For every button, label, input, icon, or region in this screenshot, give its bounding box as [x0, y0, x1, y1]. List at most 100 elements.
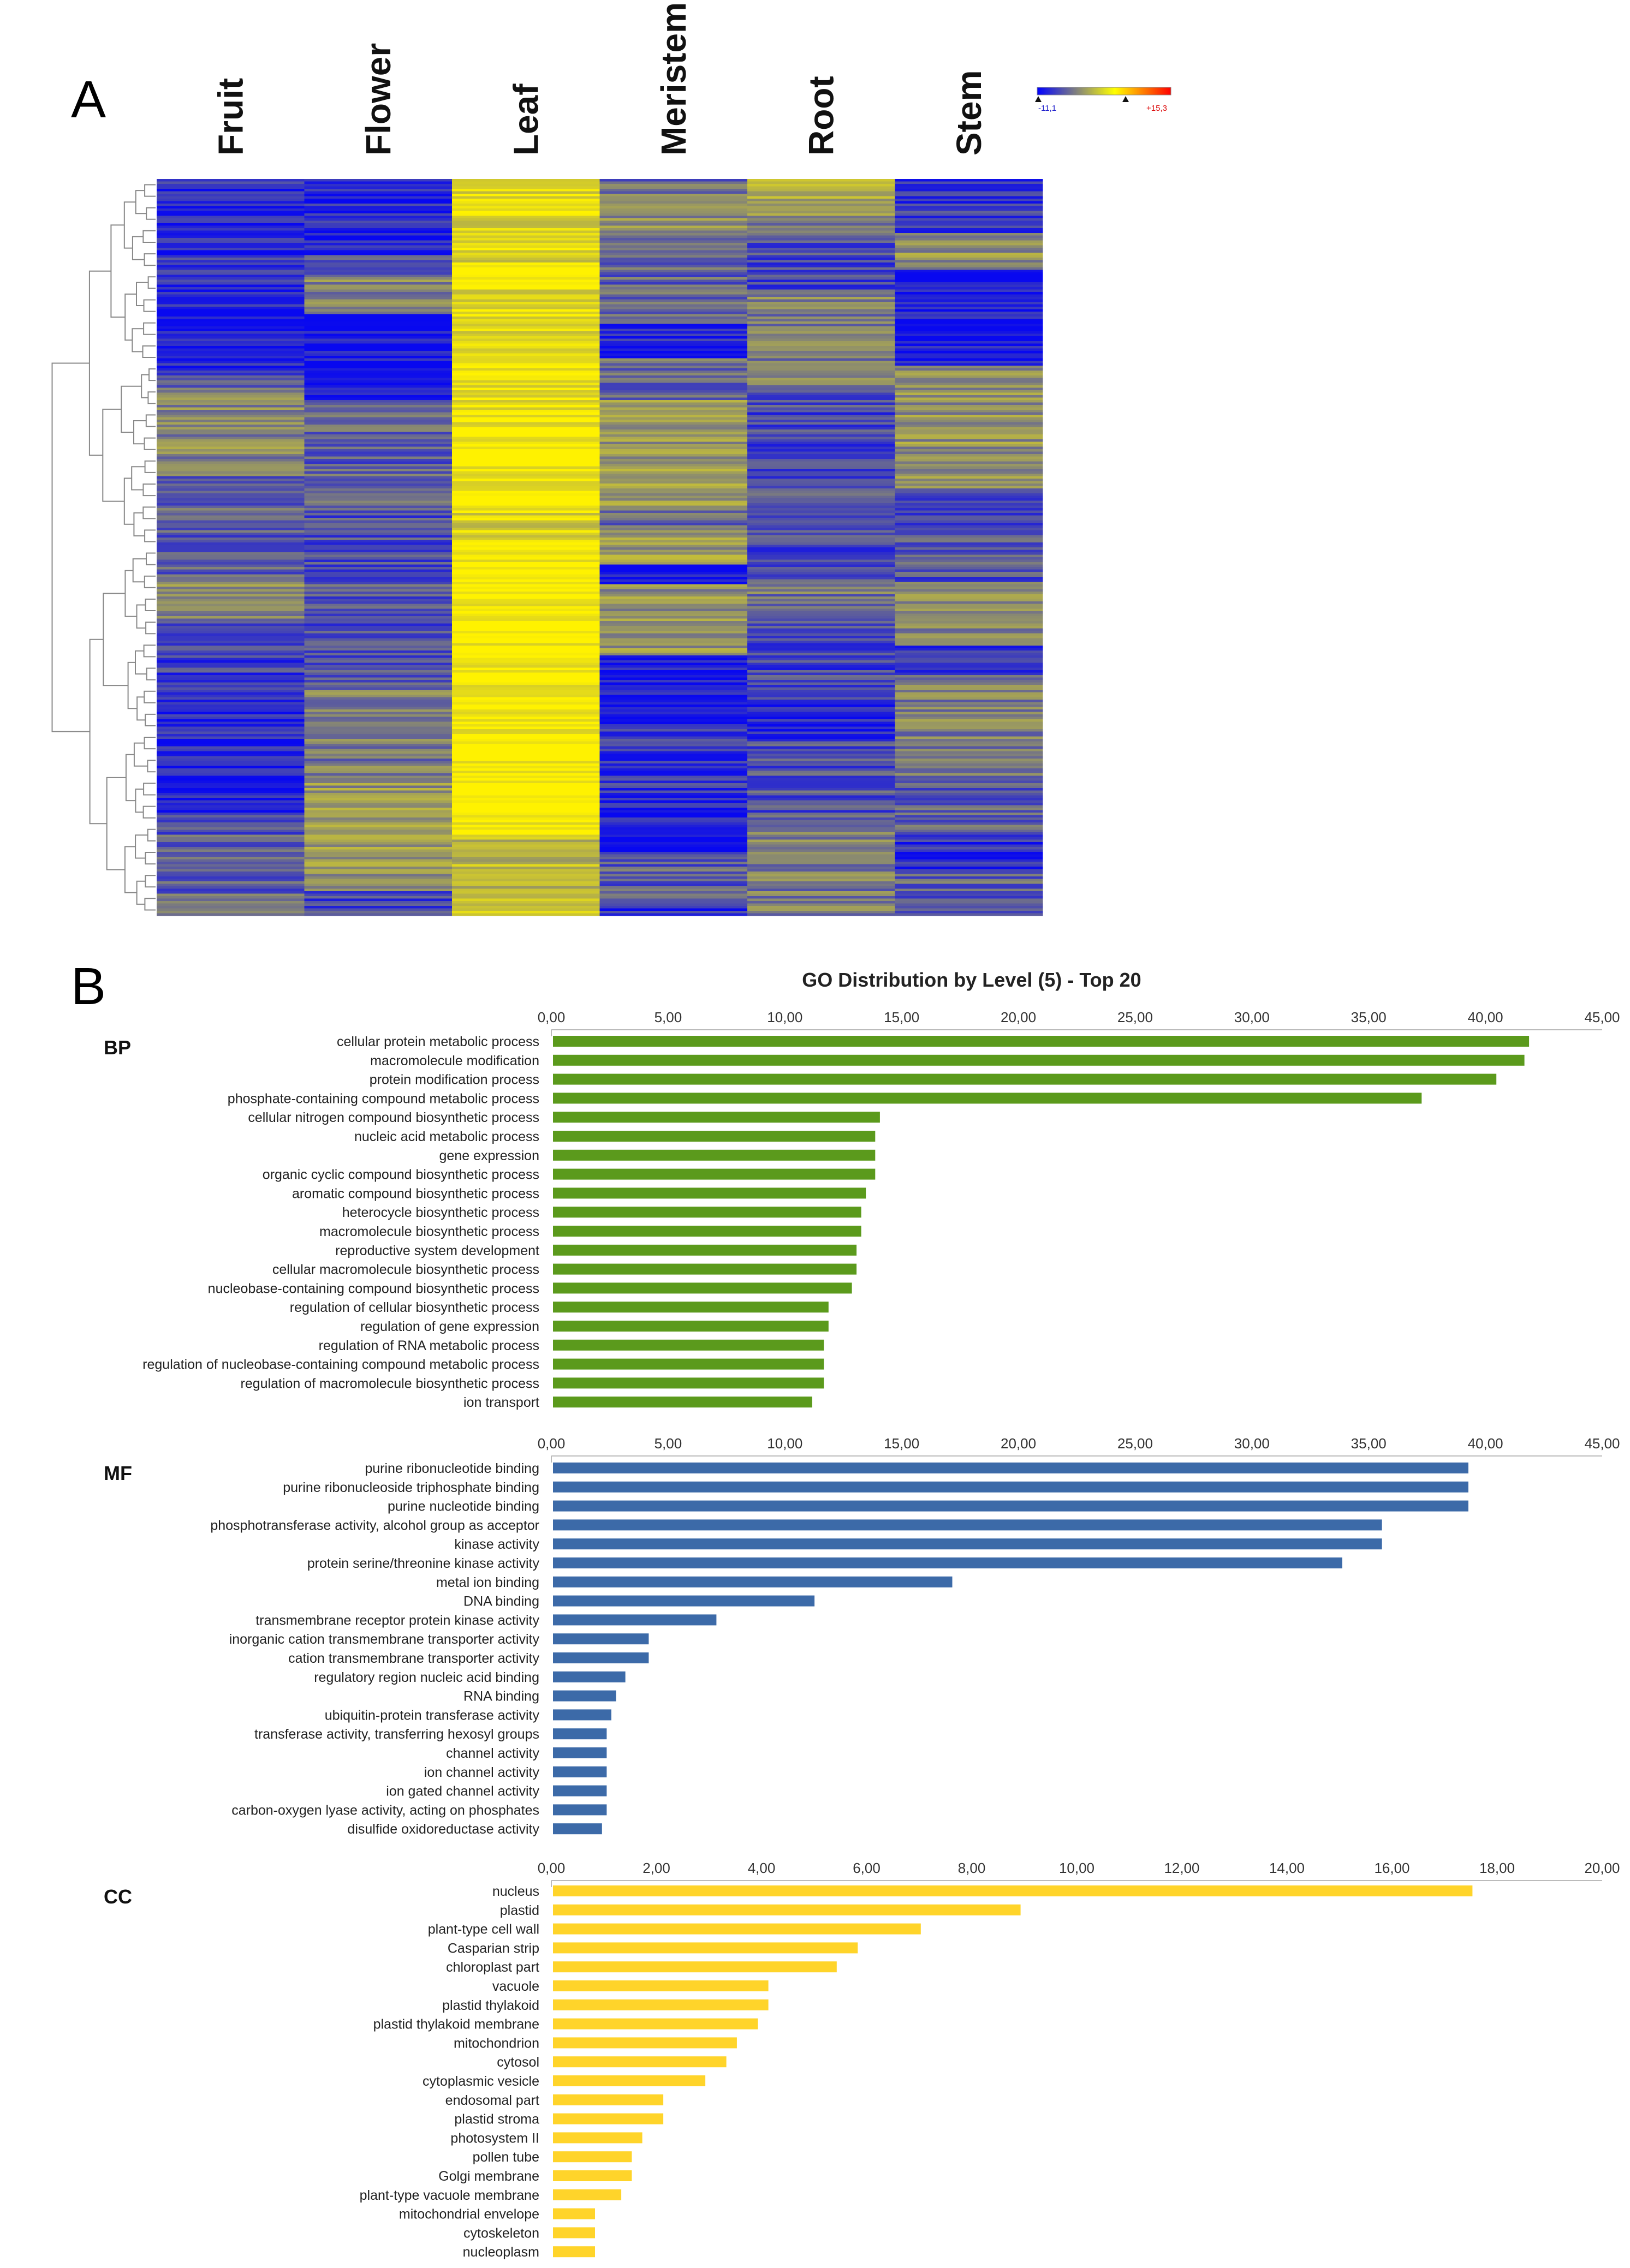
- heatmap-cell: [452, 891, 600, 894]
- heatmap-cell: [304, 277, 453, 280]
- heatmap-cell: [895, 429, 1043, 433]
- heatmap-cell: [895, 800, 1043, 803]
- heatmap-cell: [157, 572, 305, 575]
- heatmap-cell: [452, 822, 600, 826]
- heatmap-cell: [157, 547, 305, 551]
- heatmap-cell: [157, 623, 305, 626]
- heatmap-cell: [157, 481, 305, 484]
- heatmap-cell: [157, 309, 305, 312]
- heatmap-cell: [599, 302, 748, 305]
- x-tick-label: 12,00: [1164, 1860, 1199, 1876]
- heatmap-cell: [452, 474, 600, 477]
- dendrogram-branch: [146, 667, 156, 681]
- heatmap-cell: [304, 326, 453, 330]
- heatmap-cell: [452, 901, 600, 904]
- heatmap-cell: [747, 616, 895, 619]
- bar-label: ion channel activity: [424, 1765, 540, 1780]
- heatmap-cell: [452, 562, 600, 565]
- heatmap-cell: [895, 618, 1043, 622]
- heatmap-cell: [304, 557, 453, 560]
- heatmap-cell: [304, 385, 453, 389]
- heatmap-cell: [452, 785, 600, 789]
- heatmap-cell: [599, 233, 748, 236]
- heatmap-cell: [304, 780, 453, 784]
- heatmap-cell: [304, 282, 453, 285]
- heatmap-cell: [157, 879, 305, 882]
- heatmap-cell: [599, 596, 748, 600]
- heatmap-cell: [747, 655, 895, 659]
- heatmap-cell: [157, 552, 305, 556]
- heatmap-cell: [304, 397, 453, 401]
- heatmap-cell: [304, 569, 453, 572]
- heatmap-cell: [895, 695, 1043, 698]
- heatmap-cell: [304, 535, 453, 538]
- heatmap-cell: [599, 901, 748, 904]
- heatmap-cell: [157, 646, 305, 649]
- heatmap-cell: [747, 329, 895, 332]
- heatmap-cell: [452, 759, 600, 762]
- heatmap-cell: [304, 341, 453, 344]
- heatmap-cell: [157, 778, 305, 781]
- heatmap-cell: [304, 773, 453, 777]
- heatmap-cell: [747, 343, 895, 347]
- heatmap-cell: [304, 223, 453, 226]
- heatmap-cell: [895, 412, 1043, 415]
- heatmap-cell: [157, 206, 305, 209]
- heatmap-column-fruit: [157, 179, 305, 916]
- heatmap-cell: [452, 329, 600, 332]
- dendrogram-branch: [143, 299, 156, 312]
- heatmap-cell: [452, 179, 600, 182]
- heatmap-cell: [747, 633, 895, 636]
- heatmap-cell: [304, 616, 453, 619]
- heatmap-cell: [157, 312, 305, 315]
- heatmap-cell: [599, 618, 748, 622]
- heatmap-cell: [747, 375, 895, 379]
- heatmap-cell: [304, 589, 453, 592]
- heatmap-cell: [599, 464, 748, 467]
- heatmap-cell: [452, 616, 600, 619]
- heatmap-cell: [747, 474, 895, 477]
- heatmap-cell: [747, 417, 895, 420]
- heatmap-cell: [304, 493, 453, 497]
- heatmap-cell: [747, 270, 895, 273]
- heatmap-cell: [304, 754, 453, 757]
- heatmap-cell: [157, 862, 305, 865]
- heatmap-cell: [895, 756, 1043, 759]
- heatmap-cell: [157, 658, 305, 661]
- heatmap-cell: [895, 601, 1043, 605]
- heatmap-cell: [599, 670, 748, 673]
- x-tick-label: 20,00: [1584, 1860, 1620, 1876]
- heatmap-cell: [157, 461, 305, 464]
- heatmap-cell: [895, 459, 1043, 462]
- bar-label: regulation of macromolecule biosynthetic…: [241, 1376, 540, 1391]
- bar: [553, 1481, 1468, 1493]
- heatmap-cell: [895, 579, 1043, 582]
- heatmap-cell: [895, 778, 1043, 781]
- heatmap-cell: [895, 503, 1043, 506]
- heatmap-cell: [157, 491, 305, 494]
- heatmap-cell: [157, 913, 305, 916]
- heatmap-cell: [599, 542, 748, 546]
- heatmap-cell: [157, 872, 305, 875]
- heatmap-cell: [452, 712, 600, 715]
- heatmap-cell: [895, 817, 1043, 821]
- heatmap-cell: [304, 461, 453, 464]
- heatmap-cell: [747, 272, 895, 276]
- heatmap-cell: [599, 554, 748, 558]
- heatmap-cell: [599, 324, 748, 327]
- heatmap-cell: [599, 567, 748, 570]
- heatmap-cell: [157, 356, 305, 359]
- heatmap-cell: [157, 685, 305, 688]
- heatmap-cell: [747, 225, 895, 229]
- heatmap-cell: [452, 633, 600, 636]
- heatmap-cell: [157, 410, 305, 413]
- heatmap-cell: [304, 284, 453, 288]
- heatmap-cell: [157, 663, 305, 666]
- heatmap-cell: [452, 545, 600, 548]
- heatmap-cell: [452, 690, 600, 693]
- heatmap-cell: [157, 439, 305, 443]
- heatmap-cell: [599, 700, 748, 703]
- heatmap-cell: [747, 427, 895, 430]
- heatmap-cell: [599, 213, 748, 217]
- heatmap-cell: [304, 474, 453, 477]
